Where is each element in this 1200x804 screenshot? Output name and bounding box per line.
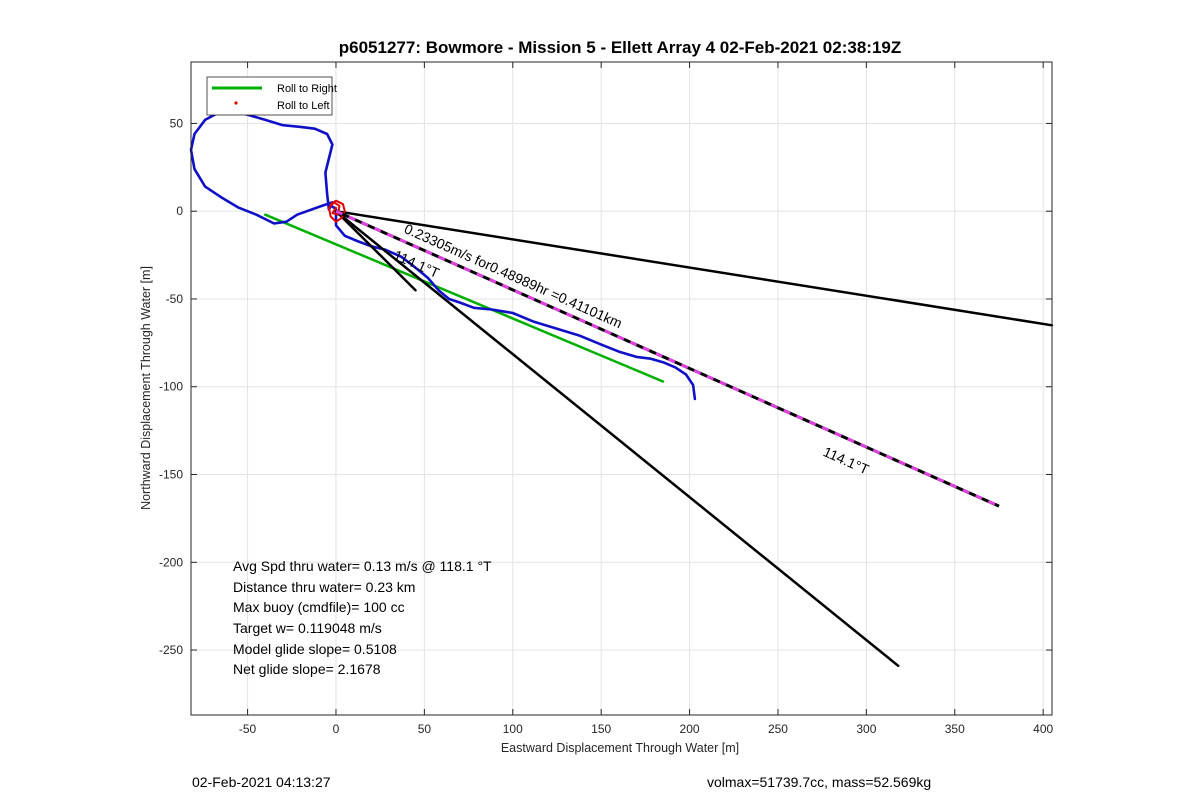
x-tick-label: 150 — [591, 722, 611, 736]
x-tick-label: 250 — [768, 722, 788, 736]
x-axis-label: Eastward Displacement Through Water [m] — [501, 741, 739, 755]
stat-distance: Distance thru water= 0.23 km — [233, 579, 415, 595]
footer-volmax-mass: volmax=51739.7cc, mass=52.569kg — [707, 774, 931, 790]
x-tick-label: 350 — [945, 722, 965, 736]
stats-box: Avg Spd thru water= 0.13 m/s @ 118.1 °T … — [233, 558, 492, 677]
y-tick-label: -150 — [159, 468, 183, 482]
x-tick-label: 100 — [503, 722, 523, 736]
y-tick-label: -100 — [159, 380, 183, 394]
chart-title: p6051277: Bowmore - Mission 5 - Ellett A… — [339, 38, 902, 57]
y-tick-label: 50 — [170, 116, 184, 130]
stat-max-buoy: Max buoy (cmdfile)= 100 cc — [233, 599, 405, 615]
legend: Roll to Right Roll to Left — [206, 76, 337, 116]
plot-area-frame — [190, 61, 1053, 716]
y-tick-label: -50 — [166, 292, 184, 306]
x-tick-label: 200 — [680, 722, 700, 736]
y-tick-label: 0 — [176, 204, 183, 218]
series-track-blue — [189, 109, 697, 401]
x-tick-label: 400 — [1033, 722, 1053, 736]
legend-label-roll-left: Roll to Left — [277, 100, 330, 112]
series-black-line-mid — [334, 209, 417, 292]
stat-model-glide-slope: Model glide slope= 0.5108 — [233, 641, 397, 657]
stat-target-w: Target w= 0.119048 m/s — [233, 620, 382, 636]
series-roll-right-green — [264, 213, 665, 383]
grid — [191, 62, 1052, 715]
series-black-line-upper — [334, 209, 1054, 327]
series-roll-left-red — [327, 199, 346, 223]
series-current-line-dashes — [335, 209, 1000, 508]
series-black-line-lower — [334, 209, 900, 668]
stat-avg-speed: Avg Spd thru water= 0.13 m/s @ 118.1 °T — [233, 558, 492, 574]
series-layer — [189, 109, 1054, 668]
legend-swatch-roll-left — [234, 101, 238, 105]
y-axis-label: Northward Displacement Through Water [m] — [139, 266, 153, 510]
y-tick-labels: 50 0 -50 -100 -150 -200 -250 — [159, 116, 183, 657]
x-tick-label: 300 — [856, 722, 876, 736]
footer-timestamp: 02-Feb-2021 04:13:27 — [192, 774, 331, 790]
y-tick-label: -250 — [159, 643, 183, 657]
annotation-label: 114.1°T — [821, 443, 872, 477]
stat-net-glide-slope: Net glide slope= 2.1678 — [233, 661, 381, 677]
y-tick-label: -200 — [159, 555, 183, 569]
x-tick-label: 50 — [418, 722, 432, 736]
legend-box — [206, 76, 333, 116]
x-tick-label: -50 — [239, 722, 257, 736]
x-tick-labels: -50 0 50 100 150 200 250 300 350 400 — [239, 722, 1054, 736]
legend-label-roll-right: Roll to Right — [277, 83, 337, 95]
x-tick-label: 0 — [333, 722, 340, 736]
